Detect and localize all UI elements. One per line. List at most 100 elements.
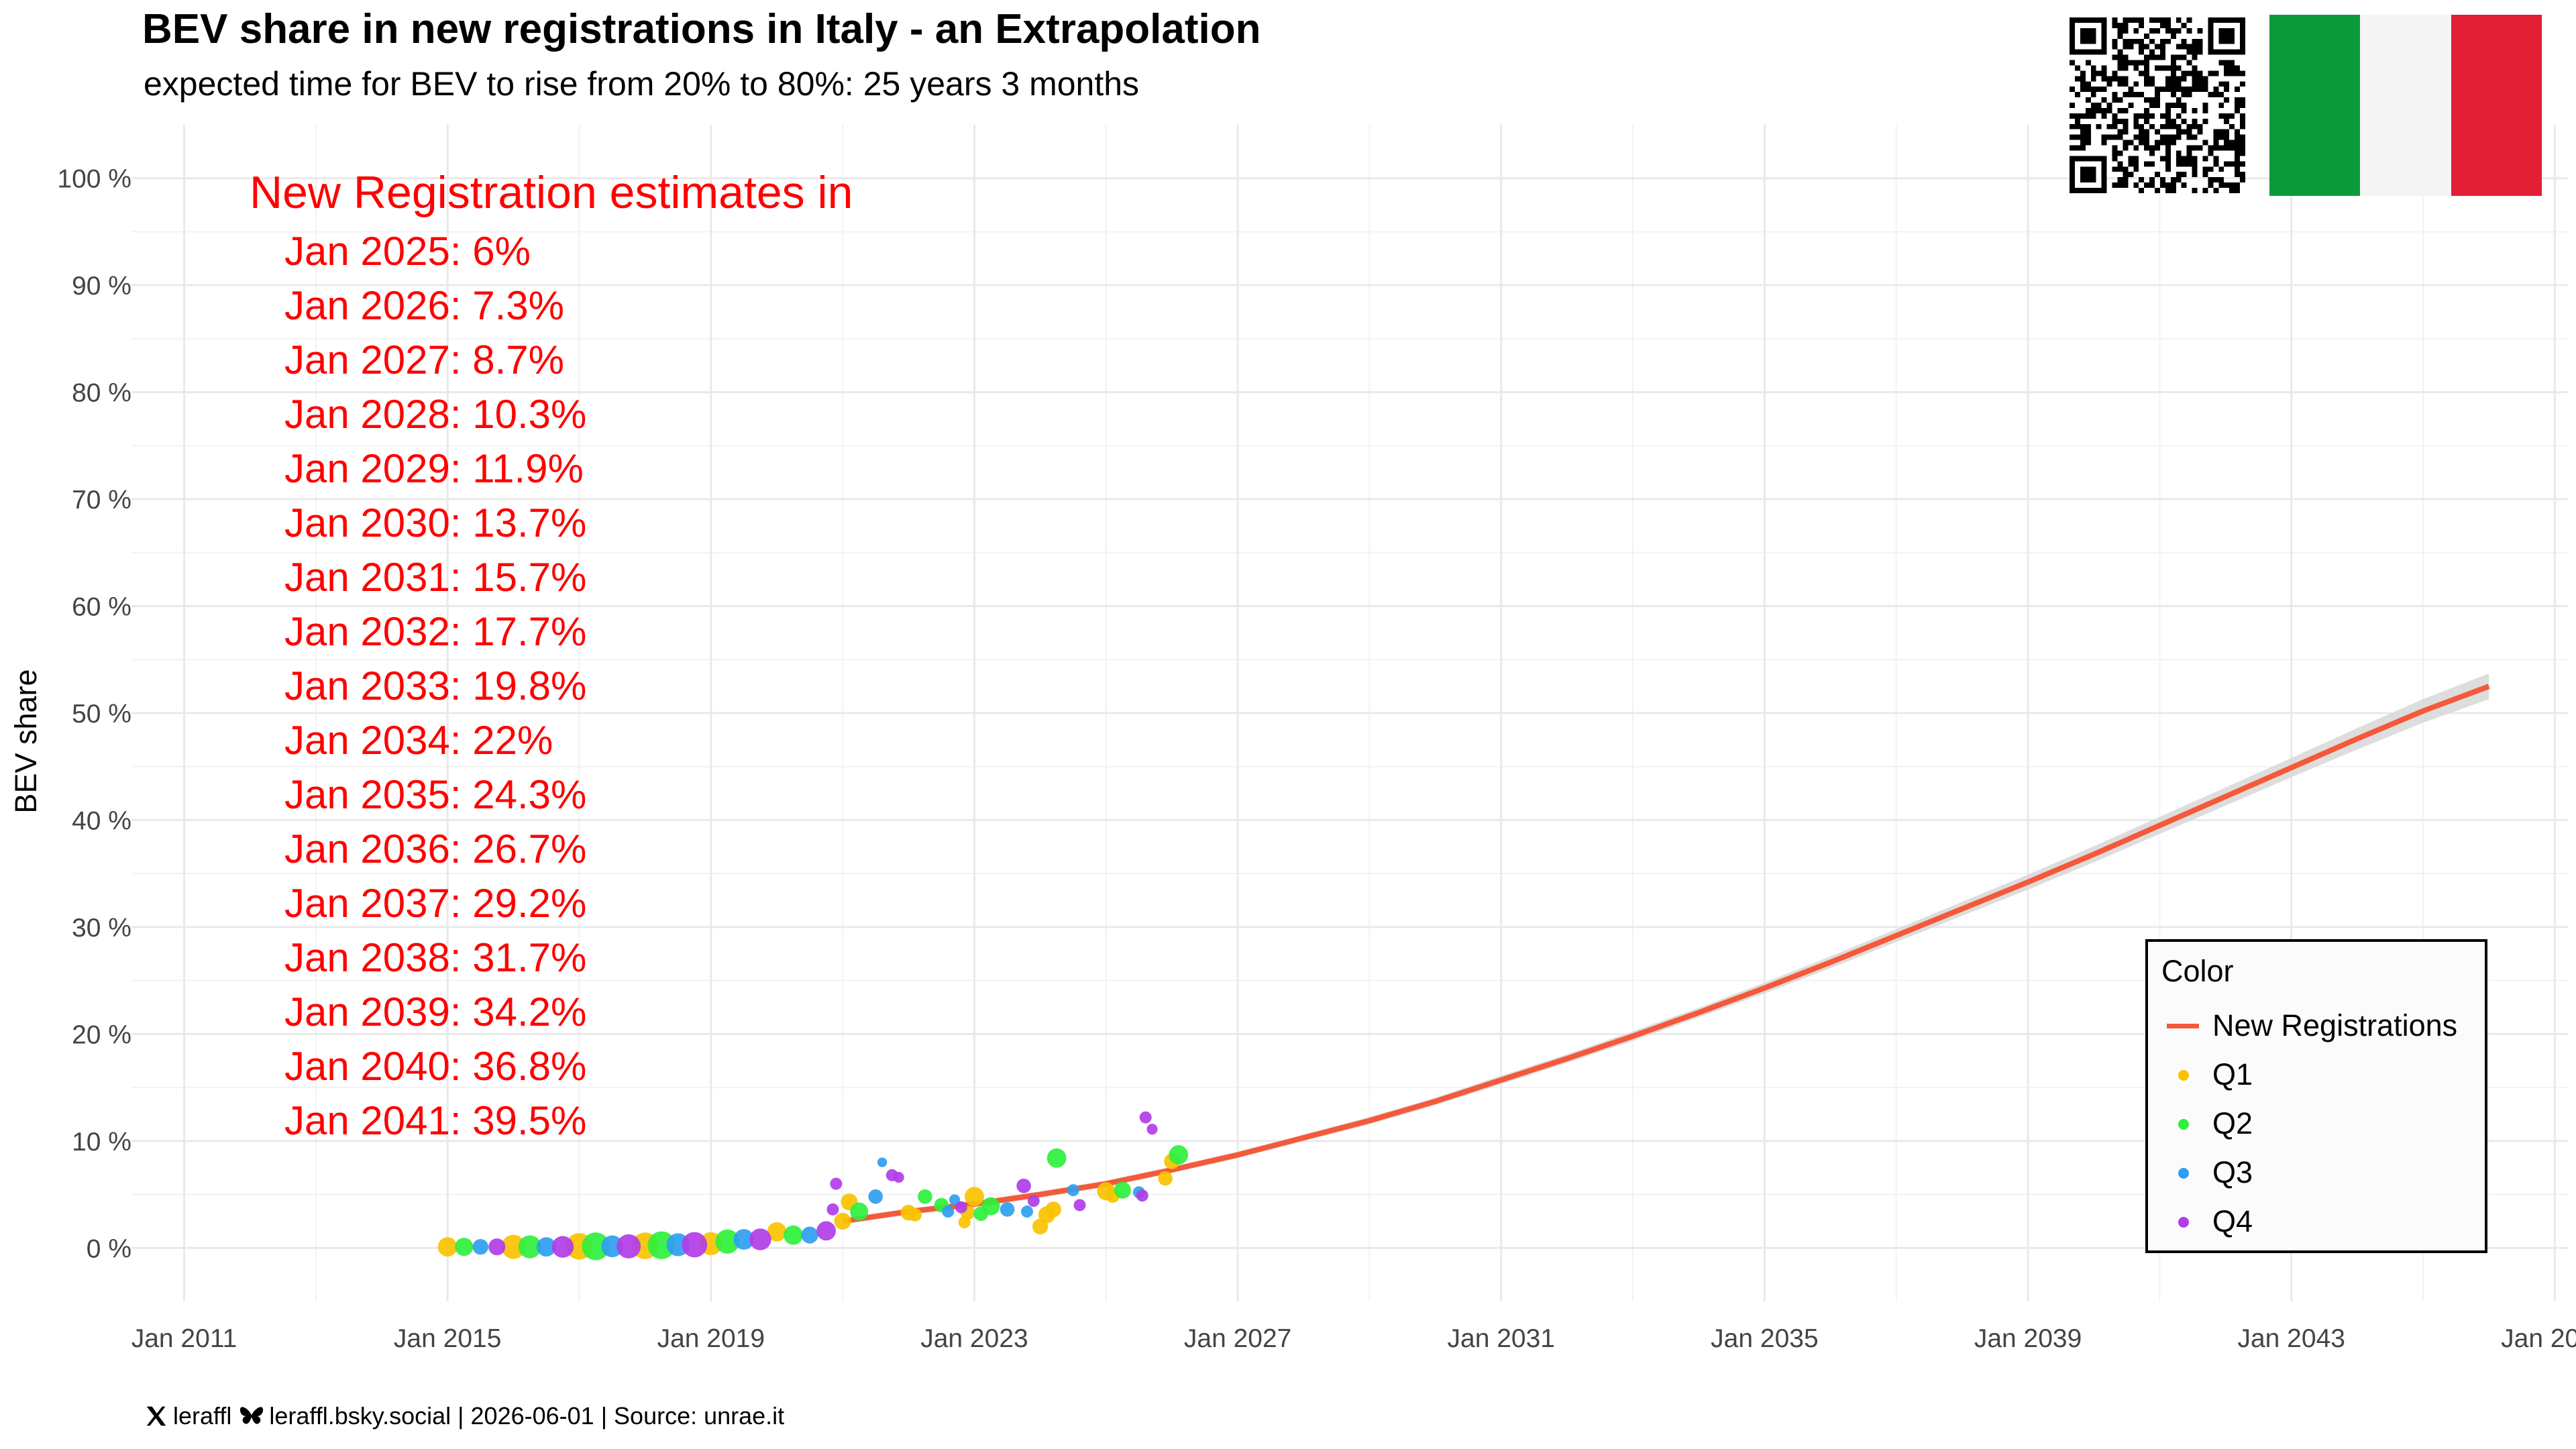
annotation-line: Jan 2037: 29.2% xyxy=(284,881,587,926)
point-q4 xyxy=(826,1203,839,1216)
y-tick-label: 70 % xyxy=(72,486,131,515)
point-q2 xyxy=(973,1206,989,1222)
x-logo-icon xyxy=(146,1406,166,1426)
point-q2 xyxy=(918,1189,932,1204)
legend-label: Q1 xyxy=(2212,1057,2253,1091)
point-q4 xyxy=(616,1234,641,1258)
legend-key xyxy=(2161,1002,2204,1049)
annotation-line: Jan 2033: 19.8% xyxy=(284,663,587,708)
y-axis-label: BEV share xyxy=(9,669,43,813)
point-q4 xyxy=(749,1228,771,1250)
caption-bsky-handle: leraffl.bsky.social xyxy=(269,1402,451,1430)
point-q2 xyxy=(850,1202,869,1221)
annotation-heading: New Registration estimates in xyxy=(250,167,853,218)
legend-key xyxy=(2161,1051,2204,1098)
legend-item-new-registrations: New Registrations xyxy=(2161,1002,2457,1049)
x-tick-label: Jan 2019 xyxy=(657,1324,765,1353)
y-tick-label: 100 % xyxy=(57,165,131,194)
caption-x-handle: leraffl xyxy=(173,1402,232,1430)
point-q4 xyxy=(1073,1199,1086,1212)
flag-stripe-red xyxy=(2451,15,2542,196)
trend-line xyxy=(842,684,2490,1224)
flag-stripe-white xyxy=(2360,15,2451,196)
legend-item-q1: Q1 xyxy=(2161,1051,2253,1098)
point-q3 xyxy=(868,1189,883,1204)
chart-subtitle: expected time for BEV to rise from 20% t… xyxy=(144,65,1140,103)
x-tick-label: Jan 2047 xyxy=(2501,1324,2576,1353)
point-q2 xyxy=(582,1232,610,1260)
annotation-line: Jan 2029: 11.9% xyxy=(284,446,584,491)
legend-key xyxy=(2161,1198,2204,1245)
butterfly-icon xyxy=(240,1407,264,1424)
point-q3 xyxy=(949,1194,961,1205)
annotation-line: Jan 2039: 34.2% xyxy=(284,989,587,1034)
x-tick-label: Jan 2015 xyxy=(394,1324,501,1353)
point-q3 xyxy=(1067,1184,1079,1197)
point-q1 xyxy=(908,1208,922,1222)
point-q2 xyxy=(518,1235,541,1258)
y-axis: 0 % 10 % 20 % 30 % 40 % 50 % 60 % 70 % 80 % 90 % 1… xyxy=(57,165,131,1264)
point-q1 xyxy=(965,1187,984,1207)
annotation-lines: Jan 2025: 6% Jan 2026: 7.3% Jan 2027: 8.7%… xyxy=(250,224,853,1148)
annotation-line: Jan 2025: 6% xyxy=(284,229,531,274)
point-q1 xyxy=(958,1216,971,1229)
point-q4 xyxy=(1139,1111,1152,1124)
point-q4 xyxy=(1016,1178,1031,1193)
y-tick-label: 50 % xyxy=(72,700,131,729)
y-tick-label: 30 % xyxy=(72,914,131,943)
x-tick-label: Jan 2031 xyxy=(1448,1324,1555,1353)
annotation-line: Jan 2041: 39.5% xyxy=(284,1098,587,1143)
point-q2 xyxy=(455,1238,474,1256)
chart-title: BEV share in new registrations in Italy … xyxy=(142,6,1261,52)
legend-label: New Registrations xyxy=(2212,1008,2458,1042)
annotation-line: Jan 2035: 24.3% xyxy=(284,772,587,817)
grid-lines xyxy=(131,125,2568,1301)
legend-label: Q3 xyxy=(2212,1155,2253,1189)
x-axis: Jan 2011 Jan 2015 Jan 2019 Jan 2023 Jan 2027… xyxy=(131,1324,2576,1353)
legend-label: Q2 xyxy=(2212,1106,2253,1140)
y-tick-label: 60 % xyxy=(72,593,131,622)
x-tick-label: Jan 2043 xyxy=(2237,1324,2345,1353)
annotation-line: Jan 2038: 31.7% xyxy=(284,935,587,980)
point-q4 xyxy=(893,1171,904,1183)
legend-key xyxy=(2161,1100,2204,1147)
point-q4 xyxy=(816,1221,837,1241)
point-q2 xyxy=(715,1229,740,1254)
legend: Color New Registrations Q1 Q2 Q3 Q4 xyxy=(2145,939,2487,1253)
point-q3 xyxy=(472,1238,488,1255)
x-tick-label: Jan 2023 xyxy=(920,1324,1028,1353)
point-q4 xyxy=(955,1201,967,1214)
point-q3 xyxy=(1000,1202,1015,1217)
legend-key xyxy=(2161,1149,2204,1196)
point-q4 xyxy=(1146,1124,1158,1135)
point-q1 xyxy=(501,1234,526,1259)
y-tick-label: 0 % xyxy=(87,1234,131,1263)
point-q1 xyxy=(437,1237,458,1257)
point-q1 xyxy=(1045,1201,1061,1218)
legend-item-q2: Q2 xyxy=(2161,1100,2253,1147)
legend-label: Q4 xyxy=(2212,1204,2253,1238)
point-q1 xyxy=(767,1222,787,1242)
point-q4 xyxy=(830,1177,843,1190)
legend-item-q3: Q3 xyxy=(2161,1149,2253,1196)
caption: leraffl leraffl.bsky.social | 2026-06-01… xyxy=(144,1402,791,1430)
annotation-line: Jan 2040: 36.8% xyxy=(284,1044,587,1089)
caption-source: | Source: unrae.it xyxy=(600,1402,785,1430)
point-q3 xyxy=(877,1157,888,1167)
point-q2 xyxy=(647,1231,676,1259)
point-q4 xyxy=(1027,1195,1040,1208)
point-q1 xyxy=(834,1212,851,1230)
data-points xyxy=(437,1111,1189,1260)
y-tick-label: 10 % xyxy=(72,1128,131,1157)
point-q2 xyxy=(1046,1148,1067,1168)
italy-flag-image xyxy=(2269,15,2542,196)
annotation-line: Jan 2027: 8.7% xyxy=(284,337,564,382)
annotation-line: Jan 2028: 10.3% xyxy=(284,392,587,437)
point-q2 xyxy=(1114,1181,1131,1199)
point-q2 xyxy=(1169,1145,1189,1165)
caption-date: | 2026-06-01 xyxy=(458,1402,594,1430)
point-q3 xyxy=(537,1237,556,1257)
y-tick-label: 80 % xyxy=(72,379,131,408)
x-tick-label: Jan 2039 xyxy=(1974,1324,2082,1353)
